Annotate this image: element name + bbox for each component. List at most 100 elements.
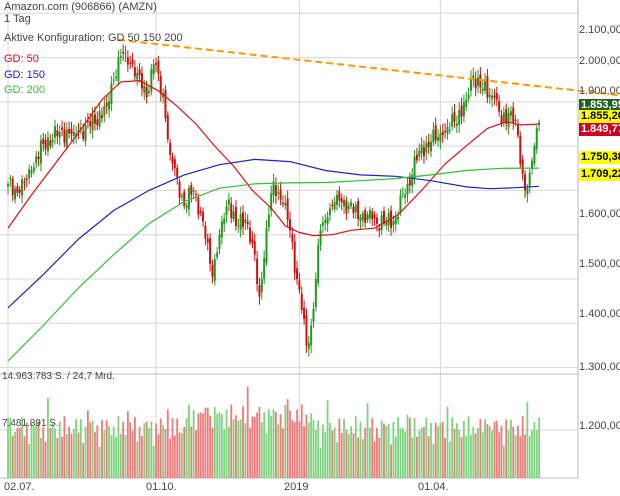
candle-body (46, 137, 49, 152)
candle-body (101, 115, 103, 119)
candle-body (272, 181, 275, 196)
volume-bar (21, 417, 23, 478)
candle-body (289, 219, 291, 231)
volume-bar (70, 433, 73, 478)
volume-bar (155, 423, 157, 478)
candle-body (359, 217, 362, 222)
candle-body (239, 213, 242, 230)
volume-bar (510, 419, 512, 478)
candle-body (411, 174, 414, 187)
volume-bar (176, 418, 179, 478)
volume-bar (406, 414, 409, 478)
volume-bar (512, 426, 515, 478)
volume-bar (463, 421, 465, 478)
candle-body (32, 167, 35, 172)
volume-bar (28, 444, 31, 478)
volume-bar (282, 428, 284, 478)
candle-body (397, 216, 400, 220)
candle-body (385, 221, 388, 226)
candle-body (21, 178, 24, 196)
volume-bar (484, 419, 486, 478)
candle-body (321, 222, 324, 226)
volume-bar (392, 422, 395, 478)
candle-body (418, 150, 421, 157)
x-tick-label: 2019 (284, 481, 309, 493)
candle-body (115, 76, 118, 79)
candle-body (533, 146, 536, 164)
volume-bar (493, 421, 496, 478)
volume-bar (500, 425, 503, 478)
candle-body (319, 230, 322, 246)
volume-bar (331, 430, 334, 478)
volume-bar (357, 437, 360, 478)
volume-bar (68, 426, 70, 478)
candle-body (437, 137, 440, 141)
volume-bar (103, 430, 106, 478)
volume-bar (159, 418, 162, 478)
volume-bar (105, 420, 108, 478)
candle-body (77, 130, 80, 133)
candle-body (192, 190, 195, 192)
candle-body (404, 194, 407, 198)
volume-bar (312, 420, 315, 478)
volume-bar (486, 424, 489, 478)
candle-body (103, 105, 106, 116)
volume-bar (152, 445, 155, 478)
moving-average-line (7, 158, 540, 309)
candle-body (368, 209, 371, 219)
volume-bar (171, 418, 174, 478)
volume-bar (347, 433, 350, 478)
candle-body (427, 141, 430, 148)
candle-body (84, 125, 87, 141)
candle-body (9, 177, 12, 180)
y-tick-label: 1.200,00 (579, 420, 620, 432)
x-tick-label: 01.04. (418, 481, 449, 493)
y-tick-label: 2.000,00 (579, 55, 620, 67)
volume-bar (376, 427, 378, 478)
candle-body (314, 279, 317, 308)
volume-bar (336, 442, 338, 478)
volume-bar (526, 402, 529, 478)
volume-bar (87, 410, 89, 478)
candle-body (213, 259, 216, 281)
candle-body (345, 200, 348, 214)
config-label: Aktive Konfiguration: GD 50 150 200 (4, 32, 183, 44)
volume-bar (455, 423, 458, 478)
volume-bar (40, 437, 42, 478)
volume-bar (209, 415, 211, 478)
candle-body (312, 308, 315, 322)
candle-body (406, 183, 409, 195)
volume-bar (37, 421, 40, 478)
candle-body (185, 205, 188, 208)
candle-body (61, 127, 64, 130)
volume-bar (126, 411, 129, 478)
volume-bar (401, 428, 404, 478)
volume-bar (195, 430, 197, 478)
volume-bar (7, 418, 9, 478)
volume-bar (204, 407, 207, 478)
volume-bar (364, 427, 367, 478)
candle-body (340, 198, 343, 203)
candle-body (131, 59, 134, 65)
volume-bar (467, 416, 470, 478)
candle-body (72, 131, 75, 137)
candle-body (401, 193, 404, 195)
volume-bar (373, 441, 376, 478)
volume-bar (14, 431, 16, 478)
volume-bar (338, 418, 341, 478)
candle-body (343, 199, 346, 207)
last-price-tag: 1.853,95 (579, 99, 620, 112)
candle-body (140, 73, 143, 89)
volume-bar (380, 420, 383, 478)
volume-bar (303, 426, 305, 478)
volume-bar (470, 434, 472, 478)
volume-bar (514, 435, 517, 478)
candle-body (225, 206, 228, 215)
candle-body (486, 76, 489, 98)
candle-body (465, 99, 468, 107)
volume-bar (136, 441, 139, 478)
candle-body (361, 213, 364, 221)
volume-bar (75, 418, 78, 478)
value-tag: 1.855,20 (579, 110, 620, 123)
